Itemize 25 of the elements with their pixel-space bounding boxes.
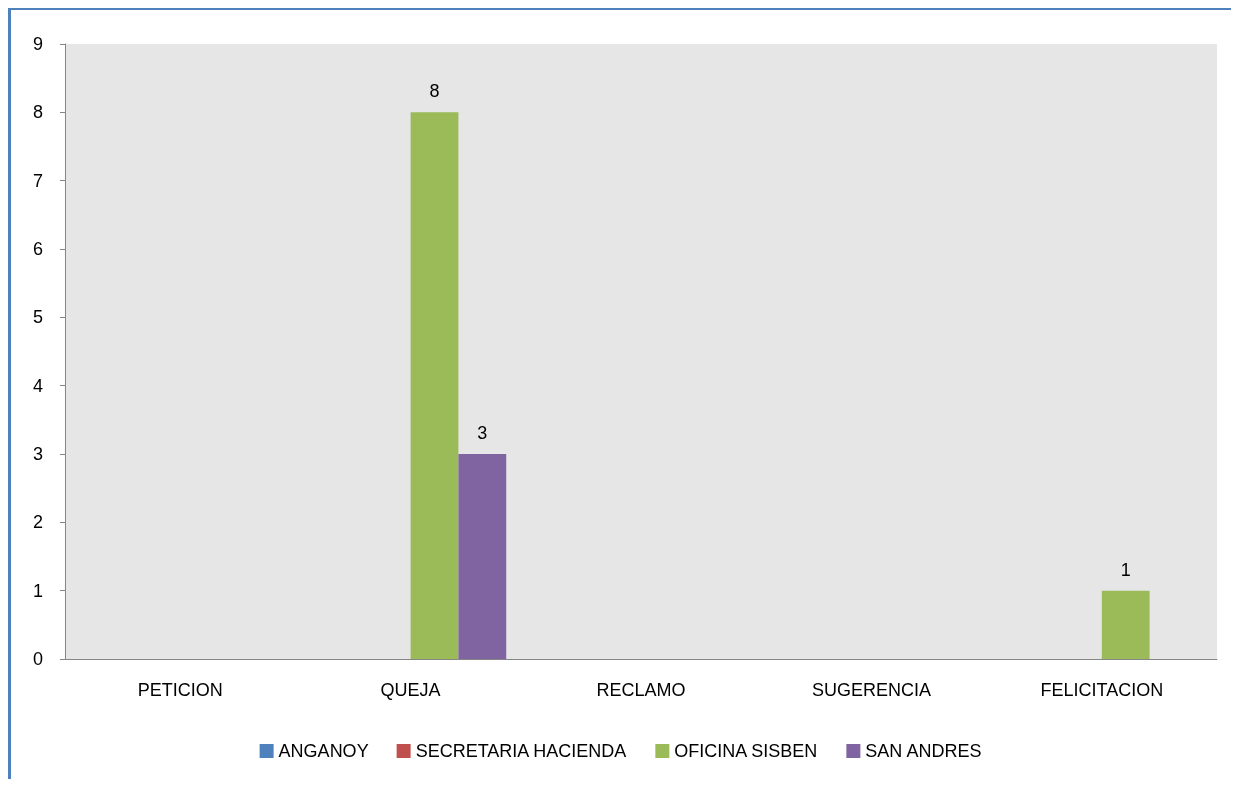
legend-label: SECRETARIA HACIENDA — [415, 741, 627, 761]
data-label: 3 — [477, 423, 488, 443]
y-tick-label: 2 — [32, 512, 43, 533]
x-tick-label: PETICION — [137, 680, 223, 700]
x-tick-label: SUGERENCIA — [811, 680, 931, 700]
y-tick-label: 7 — [32, 170, 43, 191]
y-tick-label: 8 — [32, 102, 43, 123]
y-tick-label: 6 — [32, 239, 43, 259]
legend-label: ANGANOY — [278, 741, 369, 761]
y-tick-label: 9 — [32, 34, 43, 54]
y-tick-label: 0 — [32, 649, 43, 669]
data-label: 1 — [1120, 559, 1131, 580]
x-tick-label: QUEJA — [380, 680, 441, 700]
legend-label: SAN ANDRES — [865, 741, 982, 761]
y-tick-label: 3 — [32, 444, 43, 464]
bar — [1101, 590, 1150, 659]
bar — [410, 112, 459, 659]
data-label: 8 — [429, 81, 440, 102]
bar — [458, 454, 507, 659]
y-tick-label: 1 — [32, 580, 43, 601]
y-tick-label: 4 — [32, 375, 43, 396]
x-tick-label: FELICITACION — [1040, 680, 1164, 700]
legend-label: OFICINA SISBEN — [674, 741, 818, 761]
x-tick-label: RECLAMO — [596, 680, 686, 700]
y-tick-label: 5 — [32, 307, 43, 328]
